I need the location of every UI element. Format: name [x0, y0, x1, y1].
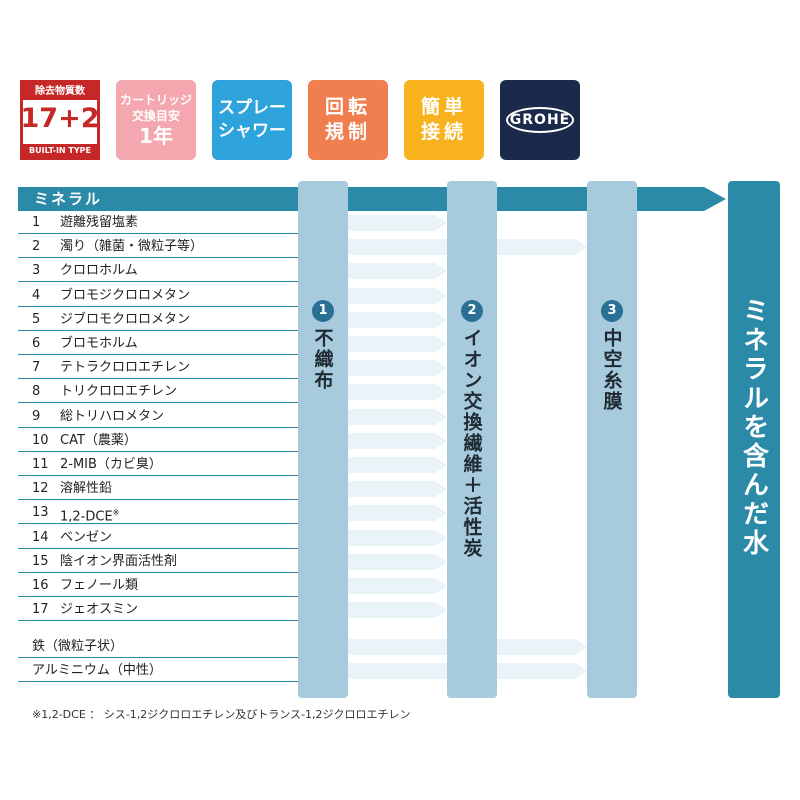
- substance-number: 6: [32, 336, 41, 351]
- substance-number: 9: [32, 408, 41, 424]
- stage-number: 3: [601, 300, 623, 322]
- badge-line: 交換目安: [131, 109, 180, 123]
- badge-line: スプレー: [218, 98, 286, 118]
- substance-row: 4 ブロモジクロロメタン: [18, 284, 298, 307]
- cartridge-badge: カートリッジ 交換目安 1年: [116, 80, 196, 160]
- substance-name: アルミニウム（中性）: [32, 663, 162, 679]
- badge-bottom-label: BUILT-IN TYPE: [23, 144, 97, 157]
- substance-name: 遊離残留塩素: [60, 215, 139, 230]
- footnote-mark: ※: [112, 508, 120, 518]
- rotation-limit-badge: 回転 規制: [308, 80, 388, 160]
- substance-row: 13 1,2-DCE※: [18, 502, 298, 525]
- substance-number: 1: [32, 215, 41, 230]
- substance-name: 2-MIB（カビ臭）: [60, 457, 162, 472]
- stage-column-3: [587, 181, 637, 698]
- substance-row: 5 ジブロモクロロメタン: [18, 308, 298, 331]
- substance-number: 11: [32, 457, 49, 472]
- substance-number: 4: [32, 287, 41, 303]
- substance-name: 鉄（微粒子状）: [32, 639, 124, 654]
- substance-row: 6 ブロモホルム: [18, 333, 298, 355]
- stage-name: 中空糸膜: [600, 328, 623, 412]
- brand-name: GROHE: [506, 107, 574, 133]
- substance-row: 8 トリクロロエチレン: [18, 381, 298, 404]
- flow-arrow: [298, 663, 587, 680]
- substance-name: トリクロロエチレン: [60, 384, 178, 400]
- substance-number: 10: [32, 432, 49, 448]
- stage-name: 不織布: [311, 328, 334, 391]
- spray-shower-badge: スプレー シャワー: [212, 80, 292, 160]
- stage-name: イオン交換繊維＋活性炭: [460, 328, 483, 559]
- badge-line: 接続: [420, 121, 467, 143]
- badge-line: 回転: [324, 96, 371, 118]
- substance-number: 14: [32, 529, 49, 545]
- badge-line: 1年: [139, 124, 173, 148]
- substance-number: 17: [32, 602, 49, 618]
- substance-row: 17 ジェオスミン: [18, 599, 298, 622]
- substance-row: 11 2-MIB（カビ臭）: [18, 454, 298, 476]
- footnote: ※1,2-DCE ： シス-1,2ジクロロエチレン及びトランス-1,2ジクロロエ…: [32, 708, 411, 721]
- substance-name: ブロモジクロロメタン: [60, 287, 191, 303]
- substance-name: 濁り（雑菌・微粒子等）: [60, 239, 204, 255]
- substance-number: 2: [32, 239, 41, 255]
- stage-number: 2: [461, 300, 483, 322]
- stage-3-label: 3 中空糸膜: [587, 300, 637, 412]
- substance-number: 16: [32, 578, 49, 593]
- substance-row: 鉄（微粒子状）: [18, 636, 298, 658]
- badge-line: 簡単: [420, 96, 467, 118]
- substance-number: 12: [32, 481, 49, 497]
- substance-name: ジブロモクロロメタン: [60, 311, 191, 327]
- substance-name: 溶解性鉛: [60, 481, 113, 497]
- grohe-logo: GROHE: [500, 80, 580, 160]
- substance-row: 14 ベンゼン: [18, 526, 298, 549]
- easy-connect-badge: 簡単 接続: [404, 80, 484, 160]
- substance-name: 1,2-DCE※: [60, 508, 120, 525]
- substance-number: 13: [32, 505, 49, 521]
- impurity-count-badge: 除去物質数 17+2 BUILT-IN TYPE: [20, 80, 100, 160]
- substance-row: 16 フェノール類: [18, 575, 298, 597]
- substance-row: 15 陰イオン界面活性剤: [18, 550, 298, 573]
- substance-row: 9 総トリハロメタン: [18, 405, 298, 428]
- flow-arrow: [298, 639, 587, 655]
- substance-number: 8: [32, 384, 41, 400]
- substance-name: 陰イオン界面活性剤: [60, 553, 178, 569]
- substance-number: 3: [32, 263, 41, 279]
- substance-row: アルミニウム（中性）: [18, 660, 298, 683]
- result-column: ミネラルを含んだ水: [728, 181, 780, 698]
- substance-row: 12 溶解性鉛: [18, 478, 298, 501]
- substance-name: ベンゼン: [60, 529, 113, 545]
- stage-2-label: 2 イオン交換繊維＋活性炭: [447, 300, 497, 559]
- substance-name: ブロモホルム: [60, 336, 138, 351]
- substance-number: 15: [32, 553, 49, 569]
- badge-top-label: 除去物質数: [23, 83, 97, 100]
- badge-line: 規制: [324, 121, 371, 143]
- stage-1-label: 1 不織布: [298, 300, 348, 391]
- substance-row: 1 遊離残留塩素: [18, 212, 298, 234]
- result-label: ミネラルを含んだ水: [738, 297, 769, 558]
- substance-number: 7: [32, 360, 41, 376]
- substance-number: 5: [32, 311, 41, 327]
- substance-row: 2 濁り（雑菌・微粒子等）: [18, 236, 298, 259]
- substance-row: 7 テトラクロロエチレン: [18, 357, 298, 380]
- substance-name: 総トリハロメタン: [60, 408, 165, 424]
- badge-count: 17+2: [20, 103, 100, 134]
- substance-name: フェノール類: [60, 578, 139, 593]
- substance-name: クロロホルム: [60, 263, 138, 279]
- badge-line: カートリッジ: [119, 93, 192, 107]
- flow-arrow: [298, 239, 587, 256]
- substance-name: テトラクロロエチレン: [60, 360, 191, 376]
- substance-row: 10 CAT（農薬）: [18, 429, 298, 452]
- stage-column-2: [447, 181, 497, 698]
- stage-column-1: [298, 181, 348, 698]
- substance-name: ジェオスミン: [60, 602, 139, 618]
- substance-name: CAT（農薬）: [60, 432, 137, 448]
- substance-row: 3 クロロホルム: [18, 260, 298, 283]
- stage-number: 1: [312, 300, 334, 322]
- header-arrow-icon: [704, 187, 726, 211]
- badge-line: シャワー: [218, 121, 286, 141]
